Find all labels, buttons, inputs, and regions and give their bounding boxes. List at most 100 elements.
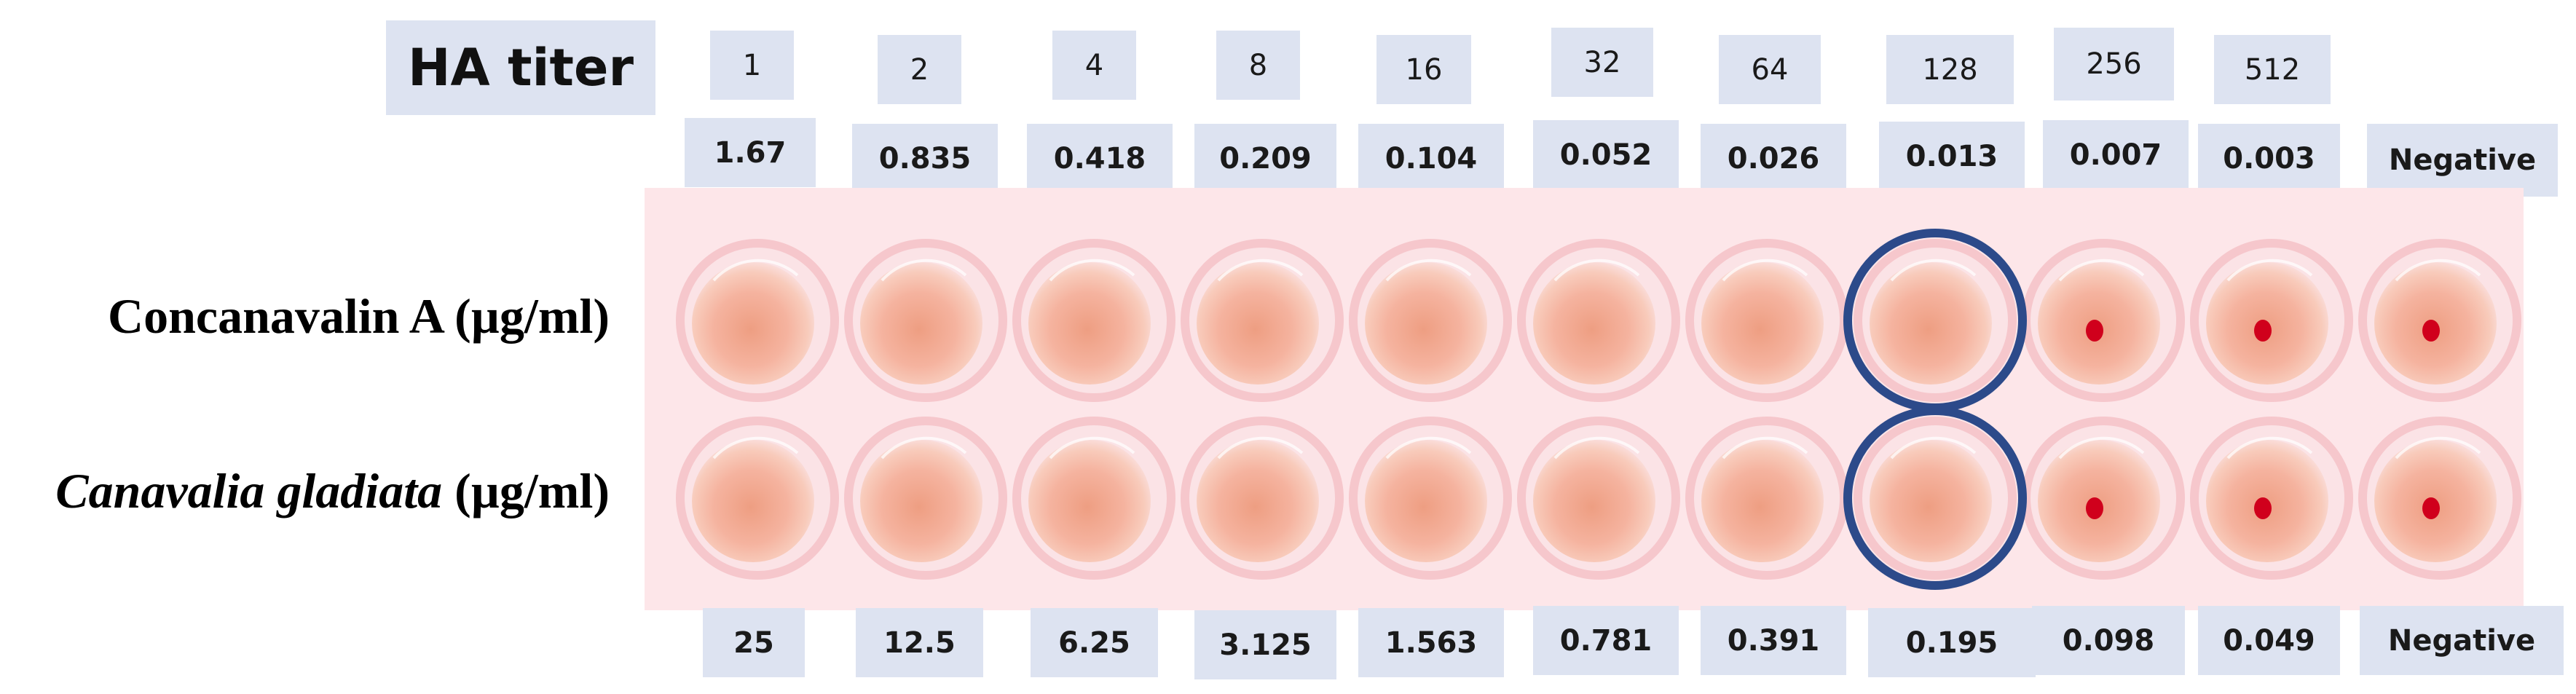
well-reflection <box>1722 436 1808 460</box>
well-reflection <box>881 436 967 460</box>
top-concentration: 0.835 <box>852 124 998 193</box>
well-liquid <box>1197 262 1319 385</box>
well-liquid <box>1701 262 1824 385</box>
top-concentration: 0.052 <box>1533 120 1679 189</box>
rbc-pellet <box>2086 320 2103 342</box>
top-concentration: 0.026 <box>1701 124 1846 193</box>
ha-titer-value: 1 <box>710 31 794 100</box>
species-name: Canavalia gladiata <box>55 463 443 518</box>
well-reflection <box>1553 259 1640 282</box>
rbc-pellet <box>2086 497 2103 519</box>
top-concentration: 0.209 <box>1194 124 1336 193</box>
well-reflection <box>2226 259 2313 282</box>
well <box>1012 417 1175 580</box>
bottom-concentration: 0.049 <box>2198 606 2340 675</box>
bottom-concentration: 3.125 <box>1194 610 1336 679</box>
well <box>1012 239 1175 402</box>
well <box>1517 239 1680 402</box>
well-liquid <box>1870 440 1992 562</box>
well-reflection <box>2395 259 2481 282</box>
well <box>1685 417 1848 580</box>
well-reflection <box>2395 436 2481 460</box>
well-reflection <box>1722 259 1808 282</box>
well-liquid <box>692 262 814 385</box>
well-liquid <box>1701 440 1824 562</box>
well <box>844 239 1007 402</box>
bottom-concentration: 0.098 <box>2032 606 2185 675</box>
well <box>2358 417 2521 580</box>
well <box>2022 417 2185 580</box>
well <box>1854 239 2017 402</box>
ha-titer-value: 2 <box>878 35 961 104</box>
top-concentration: 1.67 <box>685 118 816 187</box>
well-liquid <box>1533 440 1655 562</box>
well-reflection <box>1385 436 1472 460</box>
well-reflection <box>1553 436 1640 460</box>
microplate-photo <box>645 188 2524 610</box>
row-label-canavalia-gladiata: Canavalia gladiata (µg/ml) <box>55 462 610 520</box>
well-liquid <box>860 262 982 385</box>
well-reflection <box>1890 259 1977 282</box>
well-liquid <box>1197 440 1319 562</box>
ha-titer-value: 512 <box>2214 35 2331 104</box>
highlight-circle <box>1843 406 2027 590</box>
rbc-pellet <box>2254 497 2272 519</box>
well-reflection <box>1049 259 1135 282</box>
rbc-pellet <box>2422 497 2440 519</box>
well-reflection <box>1890 436 1977 460</box>
well <box>676 417 839 580</box>
unit-label: (µg/ml) <box>442 463 610 518</box>
well <box>1349 239 1512 402</box>
top-concentration: 0.013 <box>1879 122 2025 191</box>
well-liquid <box>1870 262 1992 385</box>
well-reflection <box>1217 259 1304 282</box>
top-concentration: 0.003 <box>2198 124 2340 193</box>
rbc-pellet <box>2422 320 2440 342</box>
top-concentration: 0.104 <box>1358 124 1504 193</box>
well-liquid <box>1365 440 1487 562</box>
bottom-concentration: 12.5 <box>856 608 983 677</box>
well <box>1181 239 1344 402</box>
ha-titer-value: 8 <box>1216 31 1300 100</box>
well-reflection <box>2058 436 2145 460</box>
row-label-concanavalin-a: Concanavalin A (µg/ml) <box>107 288 610 344</box>
well-reflection <box>2226 436 2313 460</box>
ha-titer-title: HA titer <box>386 20 655 115</box>
well <box>2022 239 2185 402</box>
well <box>1685 239 1848 402</box>
top-concentration: Negative <box>2367 124 2558 197</box>
well <box>1854 417 2017 580</box>
bottom-concentration: 1.563 <box>1358 608 1504 677</box>
ha-titer-value: 256 <box>2054 28 2174 100</box>
well <box>2190 239 2353 402</box>
ha-titer-value: 4 <box>1052 31 1136 100</box>
ha-titer-value: 16 <box>1376 35 1471 104</box>
bottom-concentration: Negative <box>2360 606 2564 675</box>
well <box>1181 417 1344 580</box>
well-reflection <box>712 436 799 460</box>
well-reflection <box>2058 259 2145 282</box>
well <box>2190 417 2353 580</box>
well-liquid <box>860 440 982 562</box>
well-reflection <box>1049 436 1135 460</box>
well <box>676 239 839 402</box>
bottom-concentration: 6.25 <box>1031 608 1158 677</box>
well-reflection <box>1385 259 1472 282</box>
rbc-pellet <box>2254 320 2272 342</box>
ha-titer-value: 32 <box>1551 28 1653 97</box>
well <box>1349 417 1512 580</box>
well-reflection <box>881 259 967 282</box>
top-concentration: 0.007 <box>2043 120 2189 189</box>
well-liquid <box>1028 262 1151 385</box>
ha-titer-value: 128 <box>1886 35 2014 104</box>
bottom-concentration: 25 <box>703 608 805 677</box>
well-liquid <box>1028 440 1151 562</box>
well-reflection <box>712 259 799 282</box>
bottom-concentration: 0.195 <box>1868 608 2036 677</box>
well-liquid <box>1365 262 1487 385</box>
microplate <box>645 188 2524 610</box>
ha-titer-value: 64 <box>1719 35 1821 104</box>
well-reflection <box>1217 436 1304 460</box>
well <box>2358 239 2521 402</box>
well-liquid <box>692 440 814 562</box>
